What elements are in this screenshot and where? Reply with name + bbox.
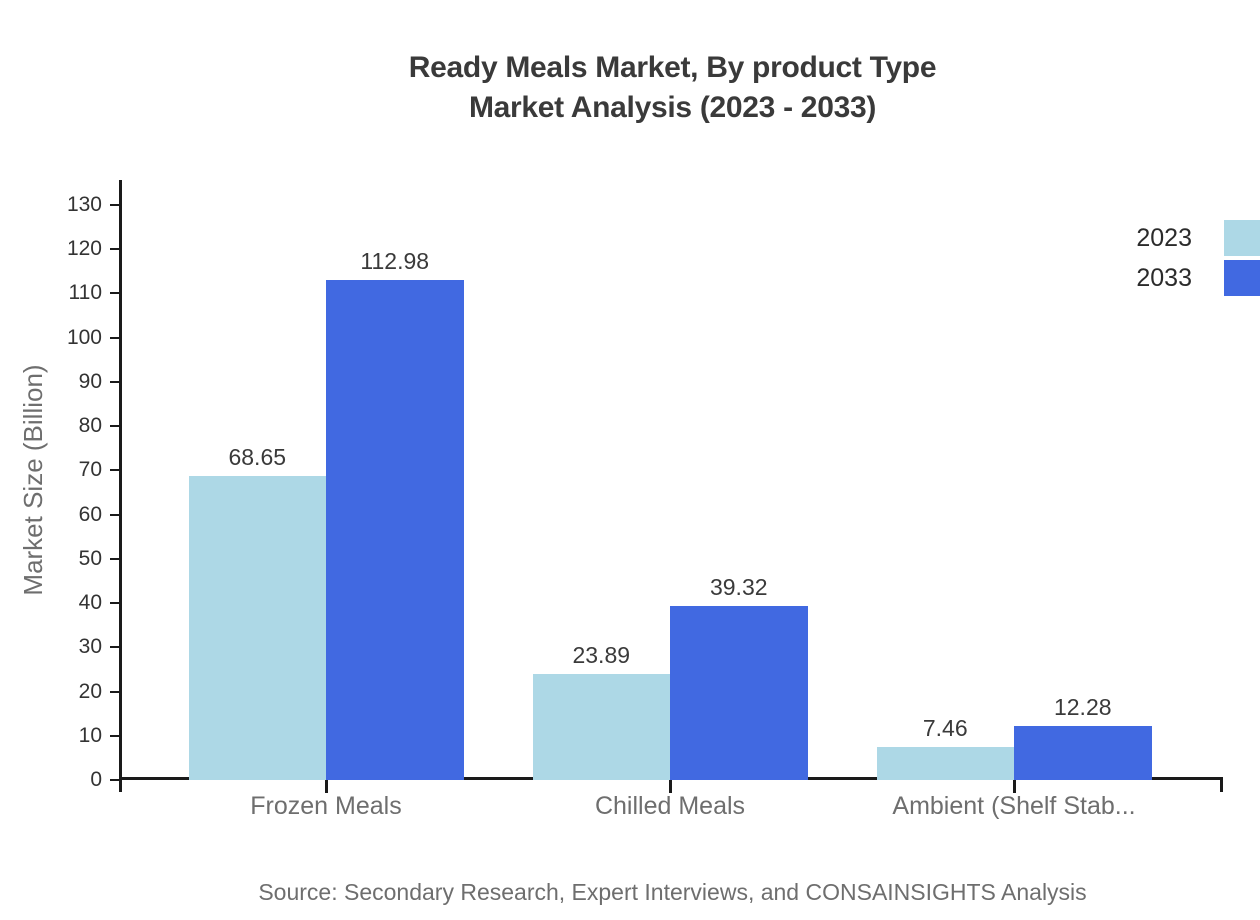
legend-swatch-2023 [1224, 220, 1260, 256]
y-tick-label: 30 [78, 635, 102, 659]
chart-title-line2: Market Analysis (2023 - 2033) [468, 91, 877, 124]
y-tick-mark [110, 425, 120, 428]
y-tick-mark [110, 292, 120, 295]
legend-label-2033: 2033 [1136, 264, 1192, 292]
x-axis-end-tick [1220, 777, 1223, 792]
bar-value-label: 7.46 [922, 715, 968, 741]
y-tick-label: 110 [68, 281, 102, 305]
y-tick-label: 80 [78, 414, 102, 438]
bar-value-label: 12.28 [1053, 693, 1112, 720]
y-tick-mark [110, 336, 120, 339]
y-tick-mark [110, 690, 120, 693]
y-tick-mark [110, 734, 120, 737]
x-tick-mark [1012, 780, 1016, 793]
y-tick-mark [110, 248, 120, 251]
bar-2023-2 [532, 674, 670, 780]
bar-value-label: 112.98 [360, 248, 430, 275]
chart-title-line1: Ready Meals Market, By product Type [408, 51, 937, 84]
y-tick-label: 130 [66, 193, 102, 216]
y-tick-label: 40 [78, 591, 102, 615]
y-tick-label: 100 [66, 325, 102, 349]
y-tick-mark [110, 469, 120, 472]
y-tick-mark [110, 602, 120, 605]
y-tick-label: 60 [78, 502, 102, 526]
legend-swatch-2033 [1224, 260, 1260, 296]
source-note: Source: Secondary Research, Expert Inter… [258, 879, 1087, 905]
y-tick-mark [110, 557, 120, 560]
legend-label-2023: 2023 [1136, 224, 1192, 252]
x-axis-label-2: Chilled Meals [594, 792, 746, 820]
y-tick-label: 50 [78, 546, 102, 570]
y-tick-label: 120 [66, 237, 102, 261]
y-tick-mark [110, 646, 120, 649]
bar-value-label: 68.65 [228, 444, 287, 471]
chart-title: Ready Meals Market, By product Type Mark… [120, 48, 1225, 128]
y-tick-mark [110, 380, 120, 383]
y-tick-label: 10 [78, 723, 102, 747]
y-tick-mark [110, 513, 120, 516]
y-tick-mark [110, 779, 120, 781]
x-tick-mark [324, 780, 328, 793]
x-axis-label-3: Ambient (Shelf Stab... [892, 792, 1136, 820]
y-tick-label: 20 [78, 679, 102, 703]
x-tick-mark [668, 780, 672, 793]
y-tick-mark [110, 204, 120, 206]
bar-2033-2 [670, 606, 808, 780]
bar-2033-1 [326, 280, 464, 780]
y-axis-line [119, 180, 122, 792]
bar-value-label: 23.89 [572, 642, 631, 669]
bar-value-label: 39.32 [709, 574, 768, 601]
bar-2023-3 [876, 747, 1014, 780]
y-tick-label: 70 [78, 458, 102, 482]
x-axis-label-1: Frozen Meals [250, 792, 402, 820]
y-tick-label: 90 [78, 369, 102, 393]
y-tick-label: 0 [90, 768, 102, 791]
bar-2033-3 [1014, 725, 1152, 780]
bar-2023-1 [188, 476, 326, 780]
